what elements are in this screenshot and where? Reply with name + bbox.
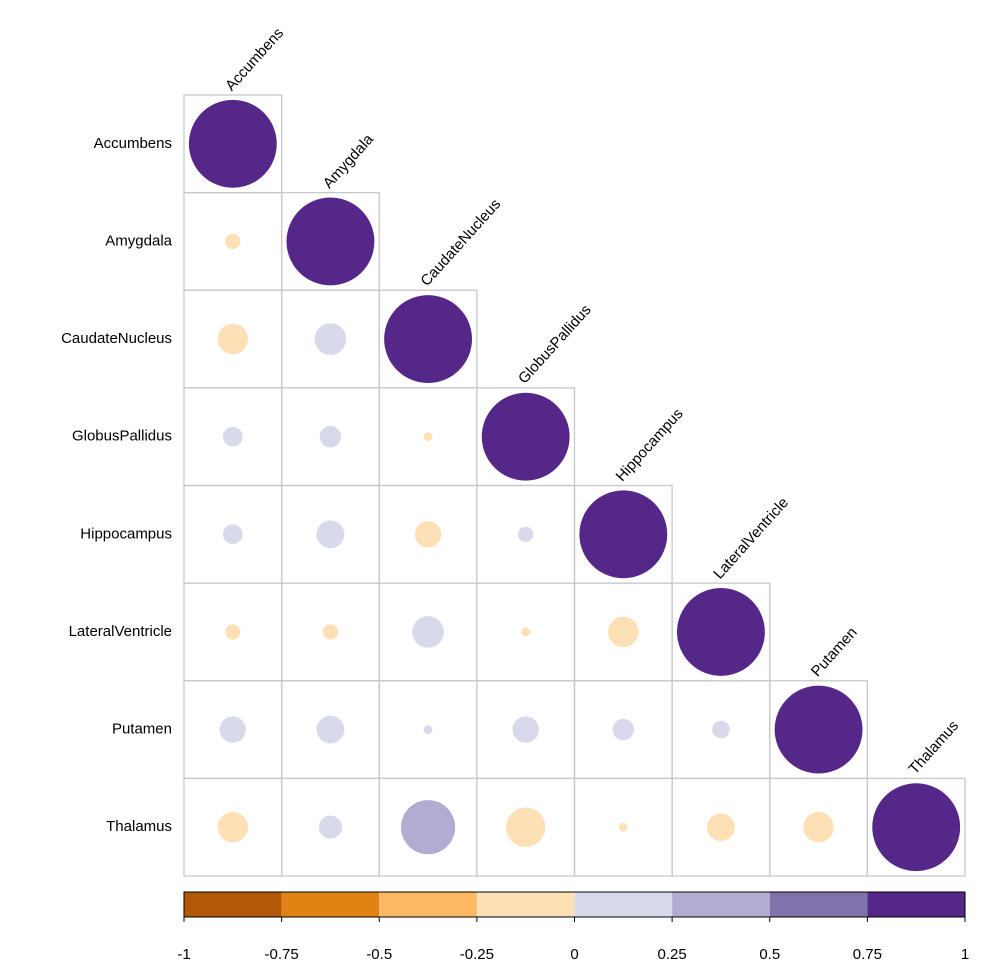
- row-label: LateralVentricle: [69, 623, 172, 640]
- colorbar-segment: [184, 892, 282, 917]
- correlation-circle: [774, 685, 863, 774]
- correlation-circle: [579, 490, 668, 579]
- correlation-circle: [400, 800, 456, 855]
- colorbar-tick-label: -0.25: [460, 946, 494, 963]
- correlation-circle: [384, 295, 472, 383]
- column-label: GlobusPallidus: [515, 301, 595, 387]
- colorbar-segment: [672, 892, 770, 917]
- correlation-circle: [217, 323, 249, 355]
- row-label: Thalamus: [106, 818, 172, 835]
- correlation-circle: [219, 716, 246, 743]
- correlation-circle: [618, 822, 628, 832]
- correlation-circle: [518, 526, 534, 542]
- column-label: Putamen: [808, 624, 861, 680]
- colorbar-segment: [574, 892, 673, 917]
- cell: [866, 777, 966, 877]
- colorbar-segment: [379, 892, 477, 917]
- correlation-circle: [872, 783, 961, 872]
- correlation-circle: [225, 233, 241, 250]
- correlation-circle: [222, 426, 243, 447]
- correlation-circle: [412, 616, 444, 648]
- colorbar-tick-label: 0.75: [853, 946, 882, 963]
- column-label: CaudateNucleus: [417, 196, 504, 290]
- column-label: LateralVentricle: [710, 494, 792, 582]
- column-label: Hippocampus: [613, 405, 687, 485]
- column-label: Amygdala: [320, 131, 378, 192]
- correlation-circle: [217, 811, 249, 843]
- colorbar-tick-label: 0.5: [759, 946, 780, 963]
- correlation-circle: [322, 624, 339, 640]
- correlation-circle: [707, 813, 735, 842]
- colorbar-tick-label: 0: [570, 946, 578, 963]
- colorbar-segment: [476, 892, 575, 917]
- correlation-circle: [521, 627, 531, 637]
- colorbar-tick-label: 0.25: [658, 946, 687, 963]
- colorbar-segment: [867, 892, 965, 917]
- correlation-circle: [414, 521, 442, 548]
- column-label: Accumbens: [222, 25, 287, 95]
- colorbar-tick-label: 1: [961, 946, 969, 963]
- row-label: Amygdala: [105, 232, 172, 249]
- colorbar-segment: [281, 892, 380, 917]
- row-label: Putamen: [112, 721, 172, 738]
- row-label: Hippocampus: [80, 525, 172, 542]
- correlation-circle: [712, 720, 730, 739]
- correlation-circle: [512, 716, 539, 743]
- correlation-circle: [803, 811, 834, 843]
- correlation-circle: [608, 616, 639, 648]
- correlation-circle: [188, 99, 277, 188]
- correlation-circle: [319, 425, 342, 448]
- correlation-circle: [481, 392, 570, 481]
- colorbar-tick-label: -0.75: [265, 946, 299, 963]
- row-label: Accumbens: [94, 135, 172, 152]
- correlation-circle: [423, 725, 433, 734]
- correlation-circle: [612, 718, 635, 741]
- colorbar-tick-label: -1: [177, 946, 190, 963]
- column-label: Thalamus: [905, 717, 962, 777]
- row-label: CaudateNucleus: [61, 330, 172, 347]
- correlation-circle: [316, 520, 345, 549]
- correlation-circle: [423, 432, 433, 442]
- correlation-circle: [225, 624, 241, 640]
- correlation-circle: [316, 715, 345, 744]
- correlation-circle: [506, 807, 546, 847]
- correlation-circle: [286, 197, 375, 286]
- row-label: GlobusPallidus: [72, 428, 172, 445]
- colorbar-segment: [769, 892, 868, 917]
- correlation-circle: [677, 588, 765, 676]
- correlation-circle: [318, 815, 343, 839]
- colorbar-tick-label: -0.5: [366, 946, 392, 963]
- correlation-circle: [222, 524, 243, 545]
- correlation-circle: [314, 323, 347, 355]
